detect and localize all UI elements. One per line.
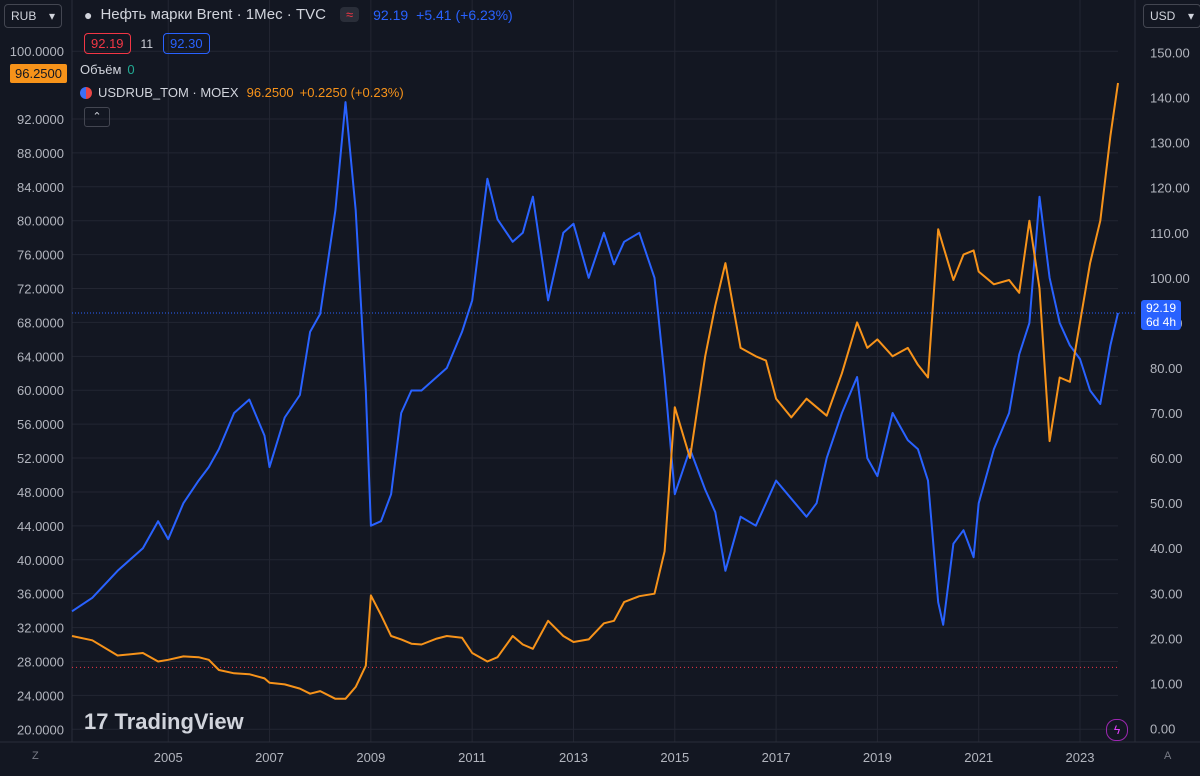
right-axis-tick-label: 40.00 (1150, 541, 1183, 556)
left-axis-tick-label: 68.0000 (17, 315, 64, 330)
tradingview-logo-text: TradingView (114, 709, 244, 734)
compare-symbol: USDRUB_TOM · MOEX (98, 85, 239, 100)
chevron-down-icon: ▾ (1187, 9, 1194, 23)
right-axis-tick-label: 30.00 (1150, 586, 1183, 601)
brent-series-line (71, 101, 1119, 626)
right-axis-tick-label: 150.00 (1150, 46, 1190, 61)
volume-label: Объём (80, 62, 122, 77)
left-axis-tick-label: 92.0000 (17, 112, 64, 127)
left-axis-tick-label: 20.0000 (17, 722, 64, 737)
right-axis-tick-label: 80.00 (1150, 361, 1183, 376)
volume-legend[interactable]: Объём 0 (80, 62, 135, 77)
flag-icon (80, 86, 92, 99)
left-axis-tick-label: 60.0000 (17, 383, 64, 398)
chevron-up-icon: ⌃ (92, 111, 102, 123)
left-axis-tick-label: 24.0000 (17, 688, 64, 703)
left-axis-tick-label: 76.0000 (17, 248, 64, 263)
buy-button[interactable]: 92.30 (163, 33, 210, 54)
right-axis-tick-label: 100.00 (1150, 271, 1190, 286)
left-axis-tick-label: 88.0000 (17, 146, 64, 161)
left-currency-select[interactable]: RUB ▾ (4, 4, 62, 28)
collapse-legend-button[interactable]: ⌃ (84, 107, 110, 127)
spread-value: 11 (140, 36, 154, 51)
x-tick-label: 2019 (863, 750, 892, 765)
left-axis-tick-label: 28.0000 (17, 654, 64, 669)
bid-ask-row: 92.19 11 92.30 (84, 33, 210, 54)
price-change: +5.41 (+6.23%) (416, 6, 513, 23)
left-axis-tick-label: 64.0000 (17, 349, 64, 364)
right-currency-label: USD (1150, 9, 1176, 23)
tradingview-logo[interactable]: 17 TradingView (84, 709, 244, 735)
left-currency-label: RUB (11, 9, 37, 23)
symbol-title[interactable]: Нефть марки Brent · 1Мес · TVC (100, 6, 326, 23)
left-axis-tick-label: 52.0000 (17, 451, 64, 466)
last-price-value: 92.19 (1146, 301, 1177, 315)
left-axis-tick-label: 80.0000 (17, 214, 64, 229)
right-axis-tick-label: 0.00 (1150, 721, 1175, 736)
left-axis-tick-label: 56.0000 (17, 417, 64, 432)
right-axis-tick-label: 120.00 (1150, 181, 1190, 196)
left-axis-tick-label: 40.0000 (17, 553, 64, 568)
right-axis-tick-label: 50.00 (1150, 496, 1183, 511)
right-axis-tick-label: 60.00 (1150, 451, 1183, 466)
x-tick-label: 2013 (559, 750, 588, 765)
left-axis-tick-label: 84.0000 (17, 180, 64, 195)
bar-countdown: 6d 4h (1146, 315, 1177, 329)
compare-change: +0.2250 (+0.23%) (299, 85, 404, 100)
left-axis-tick-label: 72.0000 (17, 282, 64, 297)
x-tick-label: 2007 (255, 750, 284, 765)
x-tick-label: 2023 (1066, 750, 1095, 765)
right-currency-select[interactable]: USD ▾ (1143, 4, 1200, 28)
right-axis-tick-label: 70.00 (1150, 406, 1183, 421)
left-axis-tick-label: 48.0000 (17, 485, 64, 500)
x-tick-label: 2005 (154, 750, 183, 765)
right-axis-tick-label: 140.00 (1150, 91, 1190, 106)
tradingview-logo-icon: 17 (84, 709, 109, 734)
chevron-down-icon: ▾ (48, 9, 55, 23)
x-tick-label: 2015 (660, 750, 689, 765)
compare-legend[interactable]: USDRUB_TOM · MOEX 96.2500 +0.2250 (+0.23… (80, 85, 404, 100)
x-tick-label: 2011 (458, 750, 486, 765)
volume-value: 0 (127, 62, 135, 77)
left-axis-tick-label: 100.0000 (10, 44, 64, 59)
x-tick-label: 2017 (762, 750, 791, 765)
symbol-legend[interactable]: ● Нефть марки Brent · 1Мес · TVC ≈ 92.19… (84, 6, 513, 23)
left-axis-tick-label: 36.0000 (17, 587, 64, 602)
lightning-icon[interactable]: ϟ (1106, 719, 1128, 741)
left-axis-tick-label: 32.0000 (17, 621, 64, 636)
auto-scale-toggle[interactable]: A (1164, 750, 1172, 762)
usdrub-axis-tag: 96.2500 (10, 64, 67, 83)
x-tick-label: 2009 (356, 750, 385, 765)
droplet-icon: ● (84, 6, 93, 23)
last-price-label: 92.19 6d 4h (1141, 300, 1182, 330)
right-axis-tick-label: 20.00 (1150, 631, 1183, 646)
left-axis-tick-label: 44.0000 (17, 519, 64, 534)
last-price: 92.19 (373, 6, 409, 23)
right-axis-tick-label: 130.00 (1150, 136, 1190, 151)
x-tick-label: 2021 (964, 750, 993, 765)
usdrub-series-line (71, 82, 1119, 700)
compare-price: 96.2500 (246, 85, 294, 100)
sell-button[interactable]: 92.19 (84, 33, 131, 54)
auto-scale-log-toggle[interactable]: Z (32, 750, 39, 762)
right-axis-tick-label: 10.00 (1150, 676, 1183, 691)
compare-toggle-icon[interactable]: ≈ (339, 7, 360, 22)
right-axis-tick-label: 110.00 (1150, 226, 1189, 241)
